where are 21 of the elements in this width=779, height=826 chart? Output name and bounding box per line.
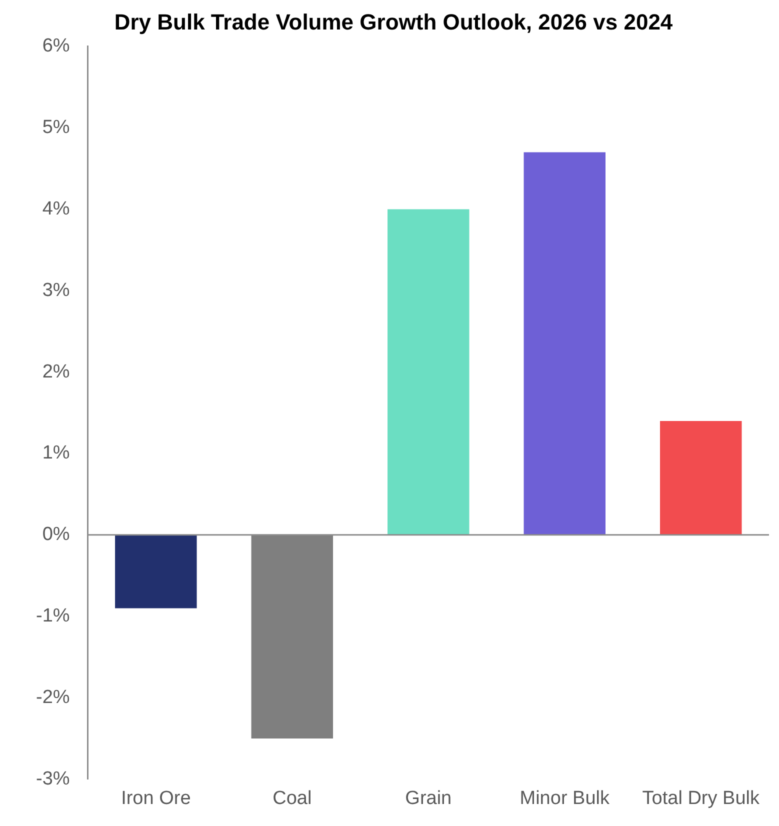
x-tick-label: Minor Bulk	[520, 788, 610, 809]
bar	[524, 152, 606, 535]
bar	[388, 209, 470, 535]
y-tick-label: 4%	[42, 198, 70, 220]
bar	[251, 534, 334, 738]
x-tick-label: Total Dry Bulk	[642, 788, 760, 809]
y-tick-label: -2%	[36, 687, 70, 708]
y-tick-label: 6%	[42, 36, 70, 57]
bar	[115, 534, 197, 608]
y-tick-label: 1%	[42, 442, 70, 464]
y-tick-label: 3%	[42, 280, 70, 301]
y-tick-label: 5%	[42, 117, 70, 138]
y-tick-label: 2%	[42, 361, 70, 382]
x-tick-label: Iron Ore	[121, 788, 191, 809]
chart-title: Dry Bulk Trade Volume Growth Outlook, 2026 vs 2024	[114, 9, 674, 34]
y-tick-label: -1%	[36, 606, 70, 627]
y-tick-label: -3%	[36, 768, 70, 790]
x-tick-label: Grain	[405, 788, 452, 809]
bar	[660, 420, 742, 535]
x-tick-label: Coal	[272, 788, 312, 809]
y-tick-label: 0%	[42, 524, 70, 546]
